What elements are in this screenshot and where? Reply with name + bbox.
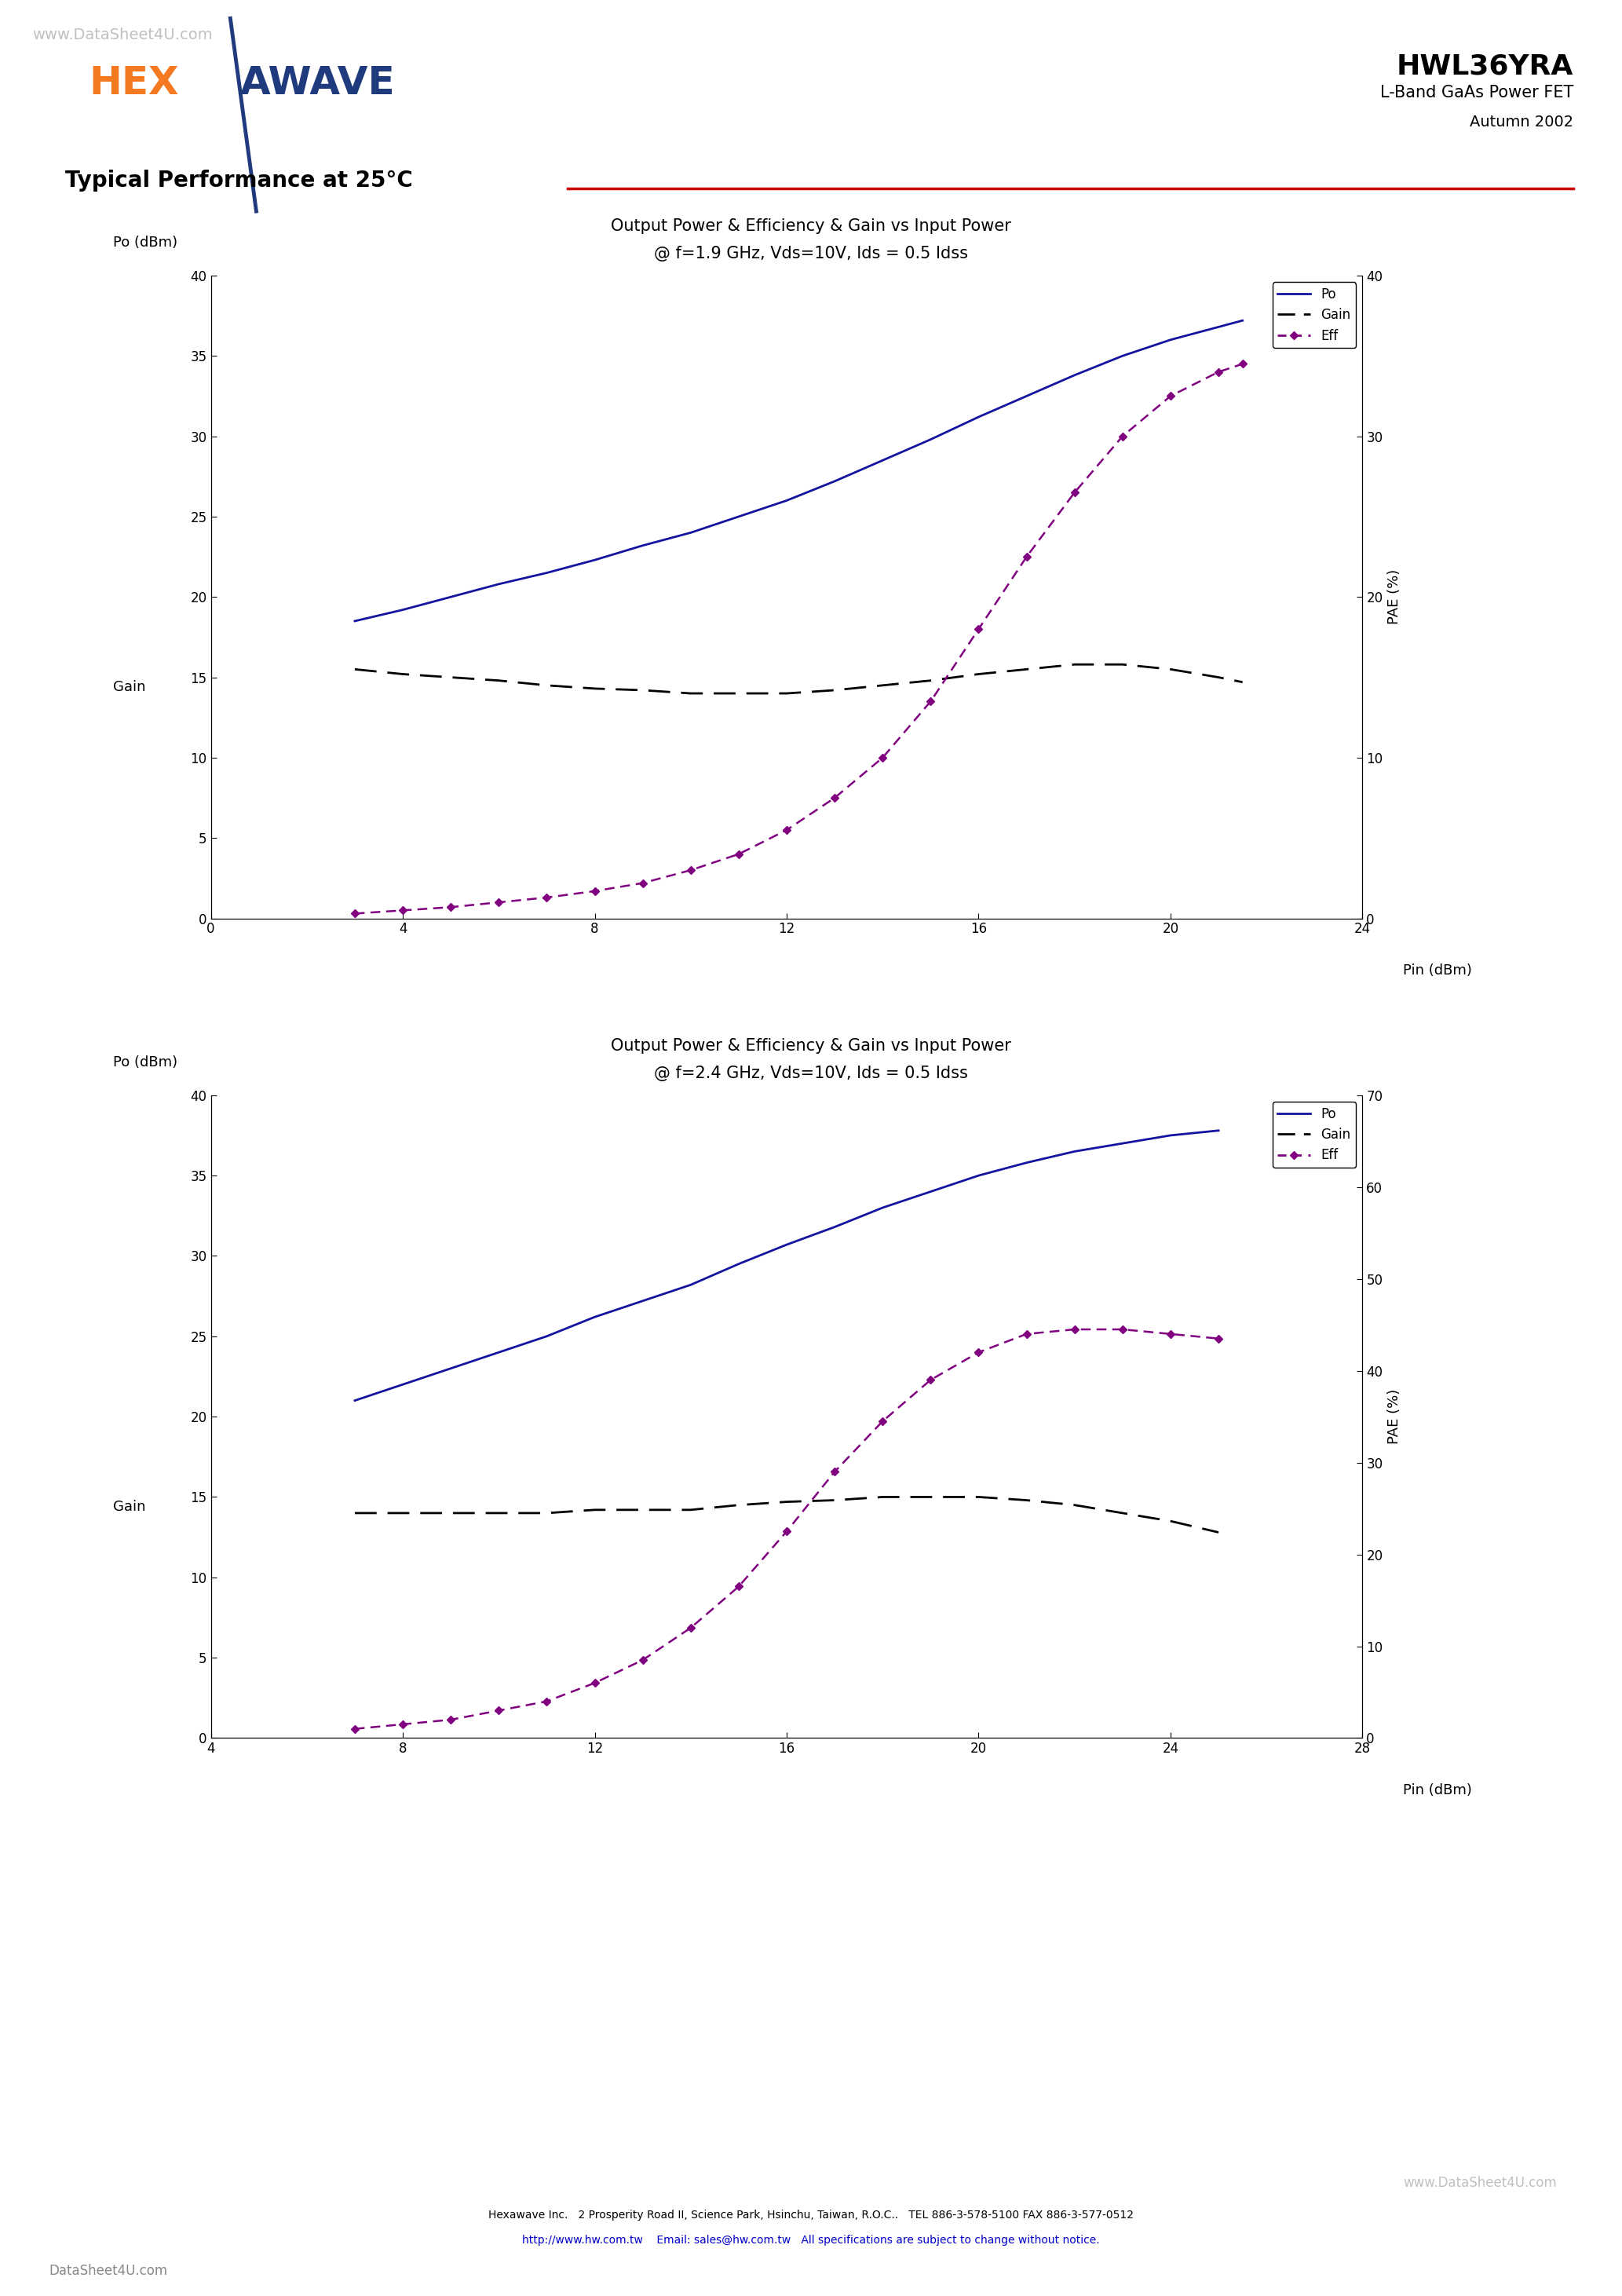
Text: @ f=1.9 GHz, Vds=10V, Ids = 0.5 Idss: @ f=1.9 GHz, Vds=10V, Ids = 0.5 Idss xyxy=(654,246,968,262)
Text: AWAVE: AWAVE xyxy=(240,64,396,101)
Text: Pin (dBm): Pin (dBm) xyxy=(1403,1784,1471,1798)
Text: HEX: HEX xyxy=(89,64,178,101)
Text: Output Power & Efficiency & Gain vs Input Power: Output Power & Efficiency & Gain vs Inpu… xyxy=(611,218,1011,234)
Y-axis label: PAE (%): PAE (%) xyxy=(1387,569,1401,625)
Text: Output Power & Efficiency & Gain vs Input Power: Output Power & Efficiency & Gain vs Inpu… xyxy=(611,1038,1011,1054)
Legend: Po, Gain, Eff: Po, Gain, Eff xyxy=(1272,1102,1356,1169)
Y-axis label: PAE (%): PAE (%) xyxy=(1387,1389,1401,1444)
Text: Gain: Gain xyxy=(114,680,146,693)
Text: L-Band GaAs Power FET: L-Band GaAs Power FET xyxy=(1380,85,1573,101)
Text: Gain: Gain xyxy=(114,1499,146,1513)
Text: Pin (dBm): Pin (dBm) xyxy=(1403,964,1471,978)
Text: http://www.hw.com.tw    Email: sales@hw.com.tw   All specifications are subject : http://www.hw.com.tw Email: sales@hw.com… xyxy=(522,2234,1100,2245)
Text: www.DataSheet4U.com: www.DataSheet4U.com xyxy=(1403,2177,1557,2190)
Text: HWL36YRA: HWL36YRA xyxy=(1397,53,1573,80)
Text: www.DataSheet4U.com: www.DataSheet4U.com xyxy=(32,28,212,41)
Text: @ f=2.4 GHz, Vds=10V, Ids = 0.5 Idss: @ f=2.4 GHz, Vds=10V, Ids = 0.5 Idss xyxy=(654,1065,968,1081)
Legend: Po, Gain, Eff: Po, Gain, Eff xyxy=(1272,282,1356,349)
Text: Hexawave Inc.   2 Prosperity Road II, Science Park, Hsinchu, Taiwan, R.O.C..   T: Hexawave Inc. 2 Prosperity Road II, Scie… xyxy=(488,2209,1134,2220)
Text: DataSheet4U.com: DataSheet4U.com xyxy=(49,2264,167,2278)
Text: Po (dBm): Po (dBm) xyxy=(114,1056,177,1070)
Text: Po (dBm): Po (dBm) xyxy=(114,236,177,250)
Text: Autumn 2002: Autumn 2002 xyxy=(1470,115,1573,129)
Text: Typical Performance at 25°C: Typical Performance at 25°C xyxy=(65,170,412,193)
